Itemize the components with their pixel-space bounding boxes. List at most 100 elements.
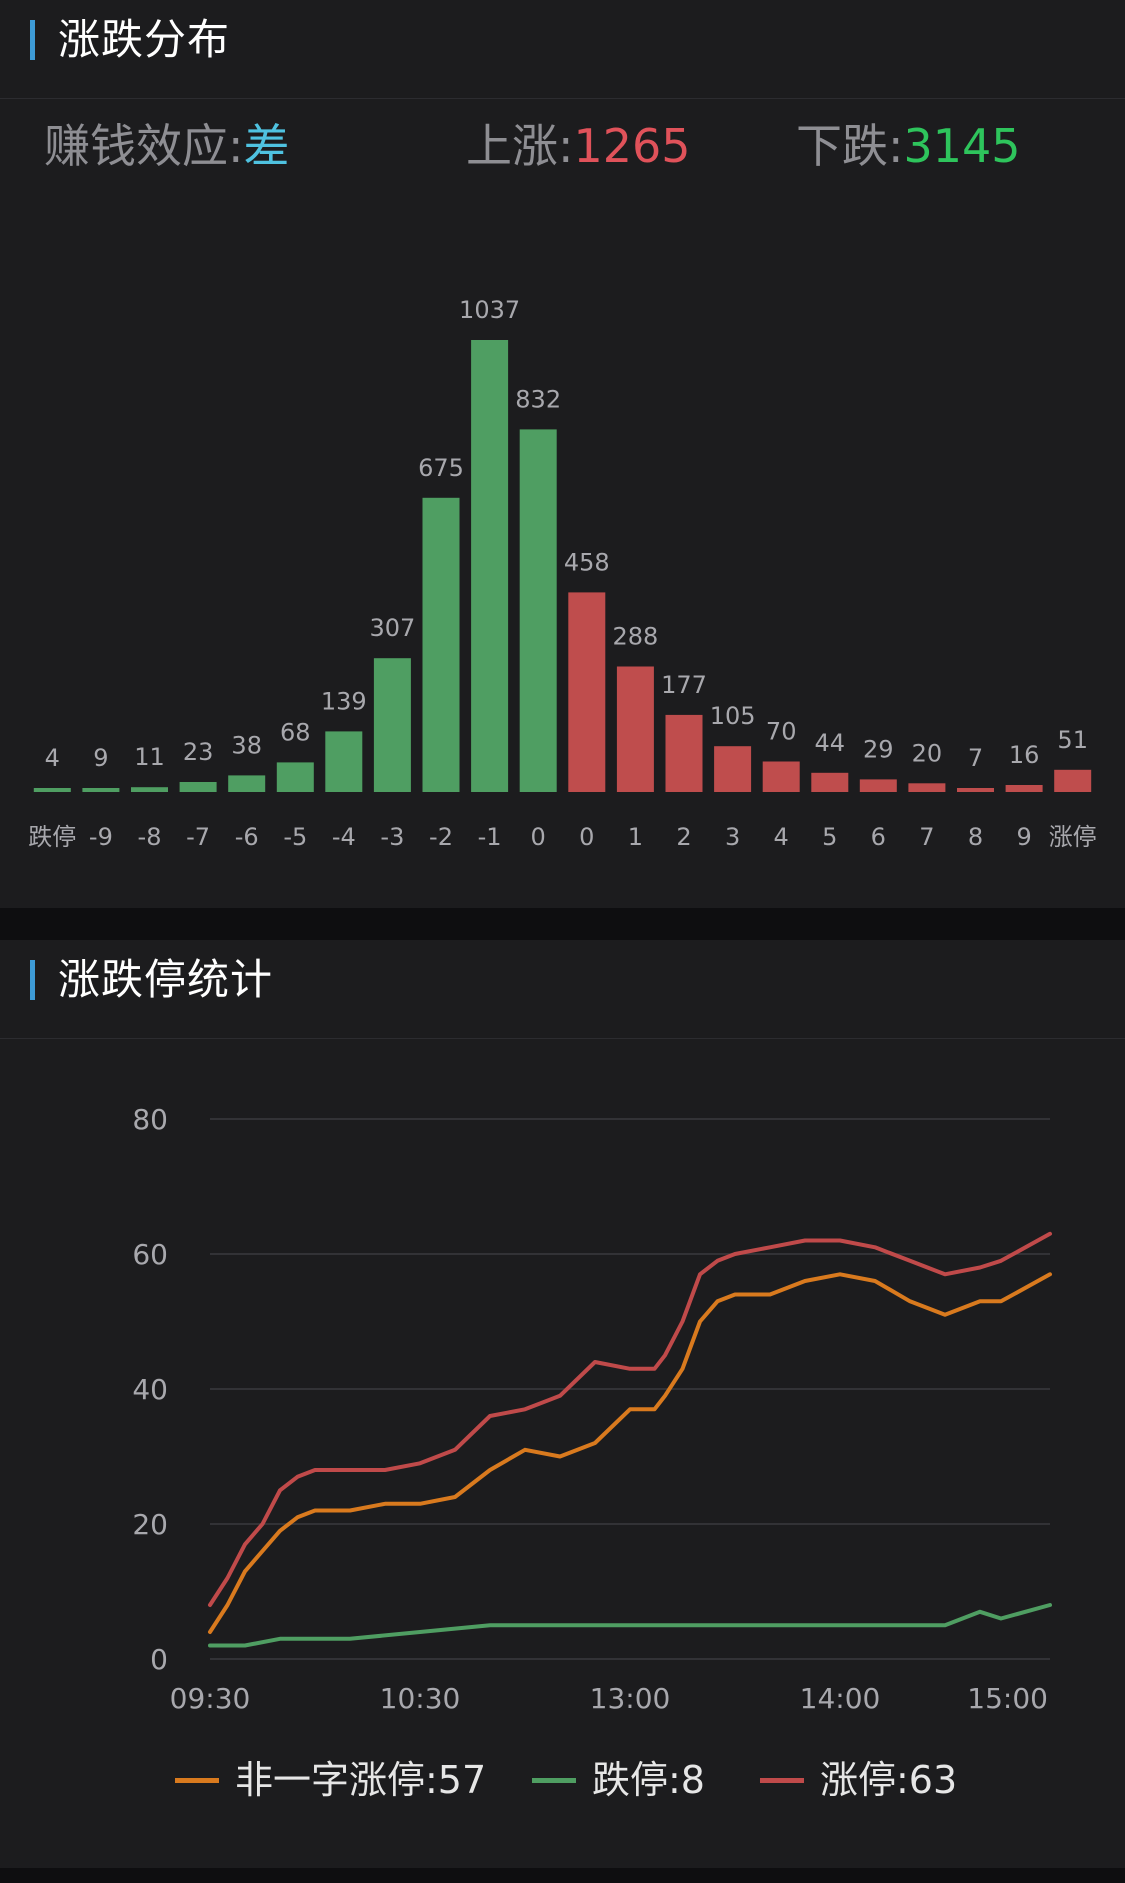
x-tick-label: 13:00 [590,1682,671,1715]
x-tick-label: 10:30 [380,1682,461,1715]
bar-value-label: 51 [1057,726,1088,754]
bar-15 [762,761,800,792]
bar-category-label: -5 [283,823,307,851]
bar-0 [33,788,71,792]
bar-value-label: 307 [369,614,415,642]
bar-category-label: 跌停 [28,823,76,851]
bar-value-label: 11 [134,743,165,771]
bar-value-label: 29 [863,735,894,763]
chart-legend: 非一字涨停:57 跌停:8 涨停:63 [0,1755,1125,1805]
series-line-0 [208,1272,1052,1634]
fall-count-stat: 下跌:3145 [796,116,1021,176]
distribution-title: 涨跌分布 [58,15,231,64]
legend-label: 跌停:8 [592,1758,705,1802]
legend-label: 涨停:63 [820,1758,958,1802]
bar-category-label: 4 [774,823,789,851]
distribution-panel: 涨跌分布 赚钱效应:差 上涨:1265 下跌:3145 4 跌停 9 -9 11 -8 23… [0,0,1125,908]
limit-stats-panel: 涨跌停统计 0 20 40 60 80 09:30 10:30 13:00 14:00 15:00… [0,940,1125,1868]
fall-count-label: 下跌: [796,119,904,173]
bar-category-label: 9 [1016,823,1031,851]
bar-category-label: 6 [871,823,886,851]
bar-category-label: 2 [676,823,691,851]
bar-5 [276,762,314,792]
bar-10 [519,429,557,792]
bar-category-label: -6 [235,823,259,851]
bar-category-label: 涨停 [1049,823,1097,851]
legend-swatch-orange [175,1778,219,1783]
legend-swatch-red [760,1778,804,1783]
series-line-1 [208,1603,1052,1648]
bar-value-label: 288 [612,623,658,651]
bar-19 [957,788,994,792]
bar-value-label: 70 [766,718,797,746]
bar-category-label: -1 [478,823,502,851]
bar-value-label: 177 [661,671,707,699]
y-tick-label: 60 [132,1238,168,1271]
y-tick-label: 80 [132,1103,168,1136]
x-tick-label: 09:30 [170,1682,251,1715]
legend-item-limit-up: 涨停:63 [760,1755,957,1805]
bar-9 [471,340,509,792]
limit-stats-title: 涨跌停统计 [58,955,274,1004]
bar-value-label: 458 [564,548,610,576]
bar-category-label: -4 [332,823,356,851]
bar-2 [131,787,168,792]
bar-14 [714,746,752,792]
bar-value-label: 105 [710,702,756,730]
distribution-header: 涨跌分布 [0,0,1125,99]
bar-value-label: 832 [515,385,561,413]
money-effect-stat: 赚钱效应:差 [44,116,290,176]
bar-category-label: 0 [579,823,594,851]
section-accent-bar [30,960,35,1000]
y-tick-label: 20 [132,1508,168,1541]
bar-value-label: 7 [968,744,983,772]
x-tick-label: 14:00 [800,1682,881,1715]
bar-1 [82,788,120,792]
bar-category-label: -3 [380,823,404,851]
bar-value-label: 1037 [459,296,520,324]
bar-category-label: 3 [725,823,740,851]
bar-value-label: 38 [231,731,262,759]
bar-value-label: 20 [912,739,943,767]
bar-category-label: -2 [429,823,453,851]
bar-category-label: 1 [628,823,643,851]
bar-17 [859,779,897,792]
bar-18 [908,783,946,792]
bar-3 [179,782,217,792]
bar-category-label: -9 [89,823,113,851]
bar-value-label: 4 [45,744,60,772]
bar-21 [1054,769,1092,792]
bar-value-label: 68 [280,718,311,746]
x-tick-label: 15:00 [967,1682,1048,1715]
rise-count-value: 1265 [573,119,691,173]
legend-item-limit-down: 跌停:8 [532,1755,705,1805]
fall-count-value: 3145 [903,119,1021,173]
rise-count-stat: 上涨:1265 [466,116,691,176]
series-line-2 [208,1231,1052,1607]
market-stats-row: 赚钱效应:差 上涨:1265 下跌:3145 [0,116,1125,176]
bar-value-label: 44 [815,729,846,757]
bar-6 [325,731,363,792]
legend-label: 非一字涨停:57 [235,1758,487,1802]
legend-swatch-green [532,1778,576,1783]
bar-4 [228,775,266,792]
distribution-bar-chart: 4跌停9-911-823-738-668-5139-4307-3675-2103… [28,296,1097,851]
bar-category-label: 0 [531,823,546,851]
money-effect-value: 差 [243,119,290,173]
bar-category-label: -7 [186,823,210,851]
section-accent-bar [30,20,35,60]
bar-16 [811,772,849,792]
bar-12 [616,666,654,792]
bar-value-label: 16 [1009,741,1040,769]
bar-category-label: -8 [138,823,162,851]
bar-category-label: 7 [919,823,934,851]
bar-7 [373,658,411,792]
bar-category-label: 5 [822,823,837,851]
bar-value-label: 23 [183,738,214,766]
rise-count-label: 上涨: [466,119,574,173]
bar-category-label: 8 [968,823,983,851]
legend-item-non-one-word-limit-up: 非一字涨停:57 [175,1755,486,1805]
bar-value-label: 675 [418,454,464,482]
bar-13 [665,714,703,792]
limit-stats-header: 涨跌停统计 [0,940,1125,1039]
